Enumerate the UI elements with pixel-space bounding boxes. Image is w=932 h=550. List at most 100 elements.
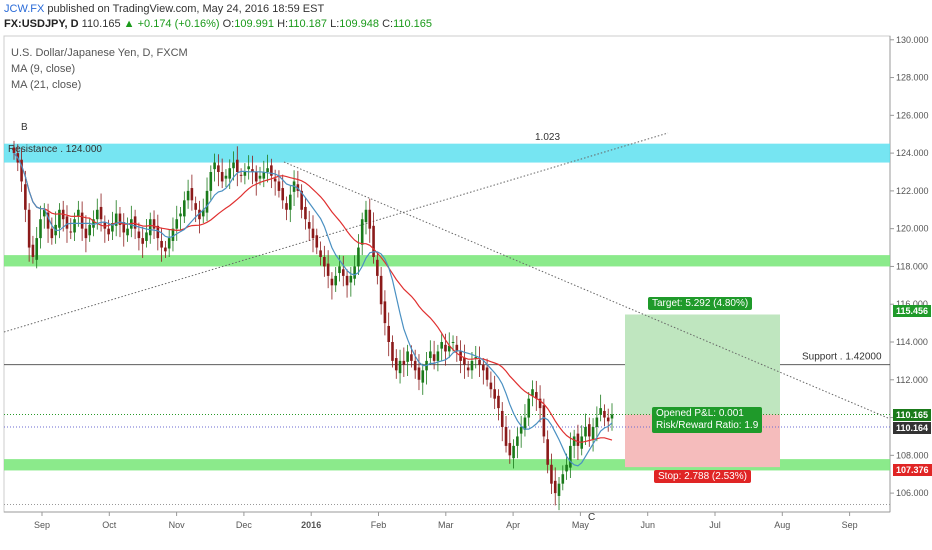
stop-label[interactable]: Stop: 2.788 (2.53%) — [654, 470, 751, 483]
candle-body — [508, 443, 512, 456]
candle-body — [572, 436, 576, 446]
candle-body — [224, 175, 228, 179]
symbol-name: FX:USDJPY, D — [4, 18, 79, 30]
candle-body — [304, 206, 307, 220]
legend-ma21[interactable]: MA (21, close) — [11, 79, 82, 91]
legend-ma9[interactable]: MA (9, close) — [11, 63, 76, 75]
candle-body — [341, 269, 345, 276]
candle-body — [584, 427, 587, 437]
candle-body — [50, 228, 54, 239]
candle-body — [228, 168, 232, 179]
candle-body — [126, 228, 129, 236]
candle-body — [205, 190, 209, 213]
y-tick-label: 108.000 — [896, 450, 929, 460]
candle-body — [73, 219, 76, 233]
candle-body — [107, 228, 110, 235]
candle-body — [553, 480, 557, 494]
candle-body — [175, 219, 179, 229]
candle-body — [599, 408, 602, 415]
rr-label: Risk/Reward Ratio: 1.9 — [656, 420, 759, 431]
candle-body — [254, 172, 258, 182]
last-price: 110.165 — [81, 18, 121, 30]
x-tick-label: Jun — [640, 520, 655, 530]
pnl-box[interactable]: Opened P&L: 0.001 Risk/Reward Ratio: 1.9 — [652, 407, 763, 433]
candle-body — [315, 235, 319, 248]
y-tick-label: 114.000 — [896, 337, 928, 347]
candle-body — [258, 175, 262, 179]
candle-body — [77, 209, 80, 217]
candle-body — [603, 410, 606, 418]
candle-body — [281, 188, 285, 201]
candle-body — [273, 178, 277, 182]
point-b-label: B — [21, 122, 28, 133]
candle-body — [236, 159, 239, 172]
candle-body — [538, 398, 542, 409]
candle-body — [300, 190, 303, 210]
resistance-zone — [4, 143, 890, 163]
candle-body — [69, 231, 73, 233]
candle-body — [133, 216, 137, 229]
candle-body — [285, 203, 288, 210]
candle-body — [334, 275, 338, 286]
candle-body — [550, 464, 553, 484]
y-tick-label: 120.000 — [896, 224, 929, 234]
pnl-label: Opened P&L: 0.001 — [656, 408, 744, 419]
x-tick-label: Oct — [102, 520, 117, 530]
support-zone-upper — [4, 255, 890, 267]
candle-body — [88, 224, 91, 236]
candle-body — [379, 275, 383, 305]
x-tick-label: 2016 — [301, 520, 321, 530]
candle-body — [429, 351, 432, 359]
candle-body — [591, 427, 595, 440]
candle-body — [410, 354, 413, 361]
candle-body — [247, 166, 250, 170]
target-label[interactable]: Target: 5.292 (4.80%) — [648, 297, 753, 310]
candle-body — [561, 474, 565, 484]
candle-body — [118, 213, 122, 225]
candle-body — [440, 342, 443, 349]
candle-body — [500, 410, 504, 427]
candle-body — [383, 301, 387, 324]
candle-body — [338, 266, 341, 274]
candle-body — [31, 244, 35, 257]
candle-body — [262, 172, 266, 179]
x-tick-label: Dec — [236, 520, 253, 530]
candle-body — [95, 209, 99, 220]
downtrend-line — [283, 161, 889, 419]
candle-body — [432, 354, 436, 361]
candle-body — [413, 360, 417, 371]
candle-body — [152, 219, 156, 229]
candle-body — [239, 174, 243, 176]
candle-body — [504, 427, 508, 446]
candle-body — [372, 225, 375, 257]
candle-body — [516, 436, 519, 446]
y-tick-label: 128.000 — [896, 73, 929, 83]
low-value: 109.948 — [339, 18, 380, 30]
candle-body — [167, 238, 171, 249]
legend-title: U.S. Dollar/Japanese Yen, D, FXCM — [11, 47, 188, 59]
candle-body — [42, 209, 46, 217]
candle-body — [171, 228, 175, 241]
candle-body — [519, 427, 523, 434]
candle-body — [114, 213, 118, 226]
candle-body — [406, 351, 409, 362]
y-tick-label: 122.000 — [896, 186, 929, 196]
candle-body — [103, 222, 107, 229]
candle-body — [512, 445, 515, 459]
author-link[interactable]: JCW.FX — [4, 3, 45, 15]
candle-body — [606, 417, 610, 422]
candle-body — [417, 367, 421, 380]
y-tick-label: 124.000 — [896, 148, 929, 158]
candle-body — [319, 250, 322, 257]
candle-body — [436, 351, 440, 361]
last-price-tag: 110.165 — [893, 409, 932, 421]
candle-body — [610, 414, 614, 419]
publish-info: published on TradingView.com, May 24, 20… — [44, 3, 325, 15]
candle-body — [357, 247, 360, 267]
candle-body — [35, 238, 39, 260]
candle-body — [39, 219, 42, 239]
candle-body — [213, 162, 216, 170]
candle-body — [198, 209, 201, 220]
candle-body — [531, 389, 534, 396]
